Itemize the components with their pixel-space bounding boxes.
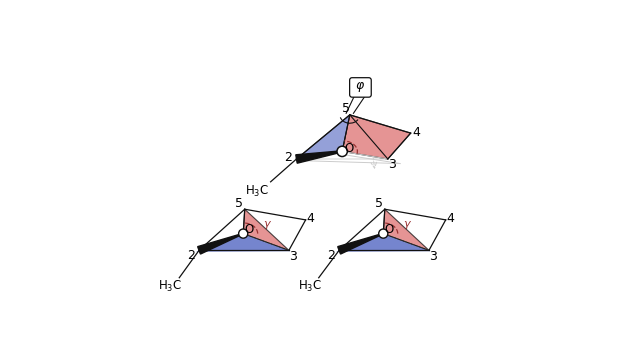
Polygon shape [336,234,430,252]
Text: 2: 2 [327,249,335,262]
Text: 2: 2 [284,151,292,164]
Text: O: O [344,142,353,155]
Polygon shape [196,234,291,252]
Text: H$_3$C: H$_3$C [245,184,269,199]
Text: $\varphi$: $\varphi$ [355,80,365,94]
Text: $\gamma$: $\gamma$ [263,219,272,231]
FancyBboxPatch shape [349,78,371,97]
Text: 3: 3 [429,250,437,263]
Circle shape [337,146,348,157]
Polygon shape [296,151,388,159]
Polygon shape [199,234,289,250]
Text: H$_3$C: H$_3$C [158,279,182,294]
Polygon shape [296,115,349,159]
Polygon shape [243,209,289,250]
Text: 5: 5 [235,197,243,210]
Text: 3: 3 [289,250,297,263]
Text: 4: 4 [307,212,314,225]
Text: O: O [385,222,394,236]
Text: H$_3$C: H$_3$C [298,279,322,294]
Polygon shape [339,234,429,250]
Text: 5: 5 [375,197,383,210]
Text: 2: 2 [187,249,195,262]
Text: 5: 5 [342,102,350,115]
Text: O: O [245,222,254,236]
Polygon shape [337,233,384,254]
Circle shape [379,229,388,238]
Circle shape [239,229,248,238]
Text: 4: 4 [412,126,420,139]
Text: 4: 4 [446,212,454,225]
Text: $\gamma$: $\gamma$ [403,219,412,231]
Polygon shape [342,115,411,159]
Polygon shape [383,209,429,250]
Polygon shape [198,233,243,254]
Polygon shape [296,151,343,163]
Text: 3: 3 [389,158,396,171]
